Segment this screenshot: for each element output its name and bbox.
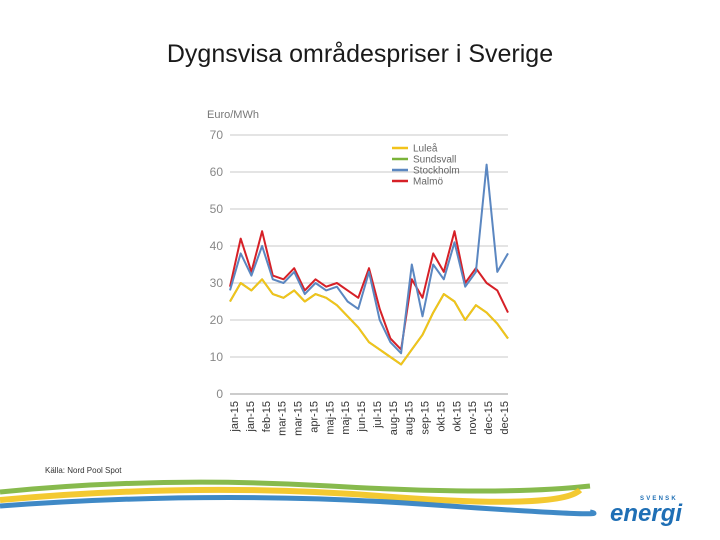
gridlines (230, 134, 508, 395)
green-stripe (0, 479, 591, 495)
x-tick-label: jul-15 (372, 401, 384, 429)
x-tick-label: okt-15 (436, 401, 448, 432)
x-tick-label: maj-15 (340, 401, 352, 435)
price-chart: Euro/MWh 0 10 20 30 40 50 60 70 LuleåSundsvallS… (207, 109, 511, 436)
series-line-3 (229, 230, 509, 351)
yellow-stripe (0, 486, 583, 505)
x-tick-label: mar-15 (277, 401, 289, 436)
x-tick-label: dec-15 (499, 401, 511, 435)
y-tick-label: 60 (210, 165, 224, 179)
svensk-energi-logo: SVENSK energi (610, 496, 683, 526)
legend-label: Malmö (413, 177, 443, 188)
x-tick-label: maj-15 (324, 401, 336, 435)
decorative-stripes (0, 479, 597, 517)
y-tick-label: 0 (216, 387, 223, 401)
x-tick-label: okt-15 (451, 401, 463, 432)
x-tick-label: mar-15 (293, 401, 305, 436)
x-tick-labels: jan-15 jan-15 feb-15 mar-15 mar-15 apr-15 maj-… (229, 401, 511, 436)
y-tick-label: 30 (210, 276, 224, 290)
slide-title: Dygnsvisa områdespriser i Sverige (166, 40, 554, 68)
x-tick-label: sep-15 (420, 401, 432, 435)
y-tick-label: 40 (210, 239, 224, 253)
series-line-0 (229, 278, 509, 366)
x-tick-label: aug-15 (388, 401, 400, 435)
series-lines (229, 163, 509, 366)
y-tick-label: 10 (210, 350, 224, 364)
x-tick-label: jan-15 (229, 401, 241, 433)
legend-label: Luleå (413, 143, 438, 155)
legend-label: Sundsvall (413, 155, 456, 166)
x-tick-label: feb-15 (261, 401, 273, 432)
logo-small-text: SVENSK (640, 496, 678, 502)
y-tick-label: 20 (210, 313, 224, 327)
legend-label: Stockholm (413, 166, 460, 177)
series-line-2 (229, 163, 509, 355)
y-tick-label: 50 (210, 202, 224, 216)
y-tick-labels: 0 10 20 30 40 50 60 70 (210, 128, 224, 401)
y-axis-label: Euro/MWh (207, 109, 259, 121)
x-tick-label: jan-15 (245, 401, 257, 433)
source-note: Källa: Nord Pool Spot (45, 466, 122, 475)
blue-stripe (0, 494, 597, 517)
x-tick-label: apr-15 (308, 401, 320, 433)
logo-main-text: energi (610, 500, 683, 526)
x-tick-label: nov-15 (467, 401, 479, 435)
x-tick-label: jun-15 (356, 401, 368, 433)
y-tick-label: 70 (210, 128, 224, 142)
x-tick-label: aug-15 (404, 401, 416, 435)
x-tick-label: dec-15 (483, 401, 495, 435)
